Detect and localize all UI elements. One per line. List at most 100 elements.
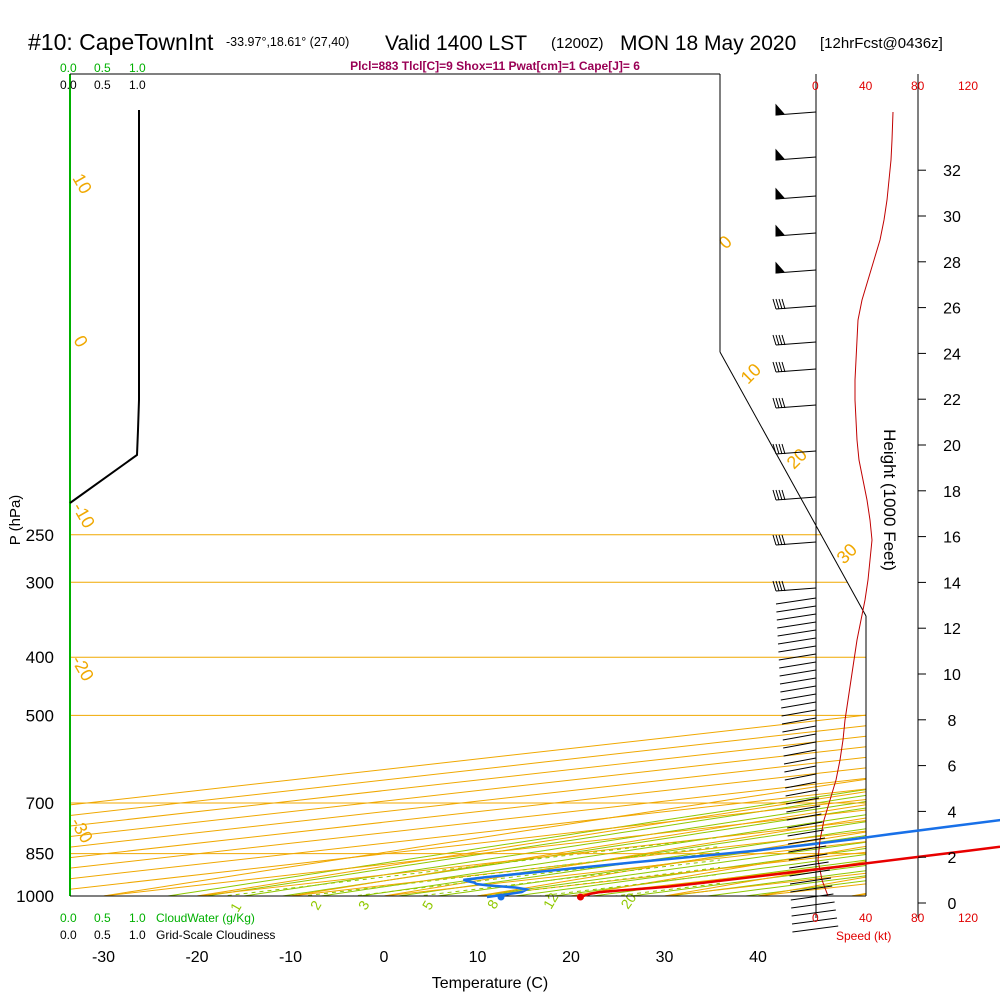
cloudiness-line [70,110,139,503]
wind-barb-feather [773,535,776,545]
height-tick-label: 14 [943,575,961,592]
wind-barb-feather [779,335,782,345]
mixing-ratio-label: 3 [355,898,373,913]
wind-speed-label: Speed (kt) [836,929,891,943]
wind-barb-feather [782,535,785,545]
station-coords: -33.97°,18.61° (27,40) [226,35,349,49]
x-tick-label: -20 [185,949,208,966]
height-tick-label: 4 [948,804,957,821]
pressure-tick-label: 700 [26,794,54,813]
parcel-params: Plcl=883 Tlcl[C]=9 Shox=11 Pwat[cm]=1 Ca… [350,59,640,73]
wind-barb-feather [776,398,779,408]
cloud-water-scale-top: 0.0 0.5 1.0 0.0 0.5 1.0 [60,61,146,92]
height-tick-label: 6 [948,759,957,776]
height-tick-label: 8 [948,713,957,730]
wind-barb-staff [780,678,816,684]
height-tick-label: 0 [948,896,957,913]
dry-adiabat-label: -30 [67,814,97,847]
wind-barb-feather [773,362,776,372]
wind-barb-staff [784,766,816,772]
station-title: #10: CapeTownInt [28,29,214,55]
isotherms [0,477,1000,909]
ws-bot-2: 80 [911,911,925,925]
ws-bot-1: 40 [859,911,873,925]
wind-barb-feather [782,299,785,309]
cloud-water-label: CloudWater (g/Kg) [156,911,255,925]
x-tick-label: 30 [656,949,674,966]
pressure-tick-label: 500 [26,706,54,725]
cl-top-1: 0.5 [94,78,111,92]
height-tick-label: 18 [943,484,961,501]
mixing-ratio-label: 5 [419,898,437,913]
x-axis-label: Temperature (C) [432,975,548,992]
x-tick-label: -30 [92,949,115,966]
mixing-ratio-label: 20 [617,890,639,912]
height-tick-label: 28 [943,255,961,272]
wind-barb-feather [782,335,785,345]
mixing-ratio-20 [510,657,1000,909]
wind-barb-staff [781,702,816,708]
wind-barb-feather [776,444,779,454]
x-tick-label: 40 [749,949,767,966]
ws-top-0: 0 [812,79,819,93]
wind-barb-staff [791,894,834,900]
x-tick-label: -10 [279,949,302,966]
isotherm [84,477,1000,909]
x-tick-label: 0 [380,949,389,966]
valid-time: Valid 1400 LST [385,32,527,55]
wind-barb-feather [773,490,776,500]
pressure-tick-label: 850 [26,845,54,864]
wind-barb-feather [776,362,779,372]
wind-barb-feather [782,444,785,454]
wind-barb-feather [773,299,776,309]
wind-barb-staff [782,726,816,732]
wind-barb-staff [777,622,816,628]
wind-speed-scale-bottom: 0 40 80 120 Speed (kt) [812,911,978,943]
surface-temperature-dot [577,894,584,901]
cw-bot-0: 0.0 [60,911,77,925]
dry-adiabat-label: 20 [783,445,811,473]
height-tick-label: 2 [948,850,957,867]
pressure-tick-label: 250 [26,526,54,545]
wind-barb-staff [780,670,816,676]
forecast-info: [12hrFcst@0436z] [820,35,943,52]
wind-barb-feather [779,398,782,408]
cloudiness-label: Grid-Scale Cloudiness [156,928,275,942]
cl-bot-2: 1.0 [129,928,146,942]
wind-barb-flag [776,263,784,273]
ws-top-1: 40 [859,79,873,93]
wind-barb-flag [776,226,784,236]
mixing-ratio-2 [197,657,1000,909]
height-tick-label: 20 [943,438,961,455]
pressure-tick-label: 400 [26,648,54,667]
dry-adiabat-label: -10 [69,499,99,532]
wind-barb-feather [779,362,782,372]
height-tick-label: 30 [943,209,961,226]
x-tick-label: 10 [469,949,487,966]
wind-barb-staff [778,630,816,636]
height-tick-label: 26 [943,301,961,318]
wind-barb-feather [776,535,779,545]
cw-top-0: 0.0 [60,61,77,75]
dry-adiabat-label: 10 [69,170,96,197]
wind-barb-feather [779,444,782,454]
y-axis-label: P (hPa) [7,495,24,546]
wind-barb-flag [776,105,784,115]
surface-dewpoint-dot [497,894,504,901]
height-axis-label: Height (1000 Feet) [880,429,899,571]
height-tick-label: 22 [943,392,961,409]
wind-barb-staff [778,638,816,644]
wind-barb-staff [791,902,834,908]
cw-bot-2: 1.0 [129,911,146,925]
wind-barb-feather [779,299,782,309]
cw-top-1: 0.5 [94,61,111,75]
height-tick-label: 16 [943,530,961,547]
wind-barb-feather [779,490,782,500]
valid-time-z: (1200Z) [551,35,604,52]
wind-barb-feather [782,398,785,408]
dry-adiabat-label: 0 [715,232,736,253]
wind-barb-feather [779,535,782,545]
plot-frame [70,74,918,918]
